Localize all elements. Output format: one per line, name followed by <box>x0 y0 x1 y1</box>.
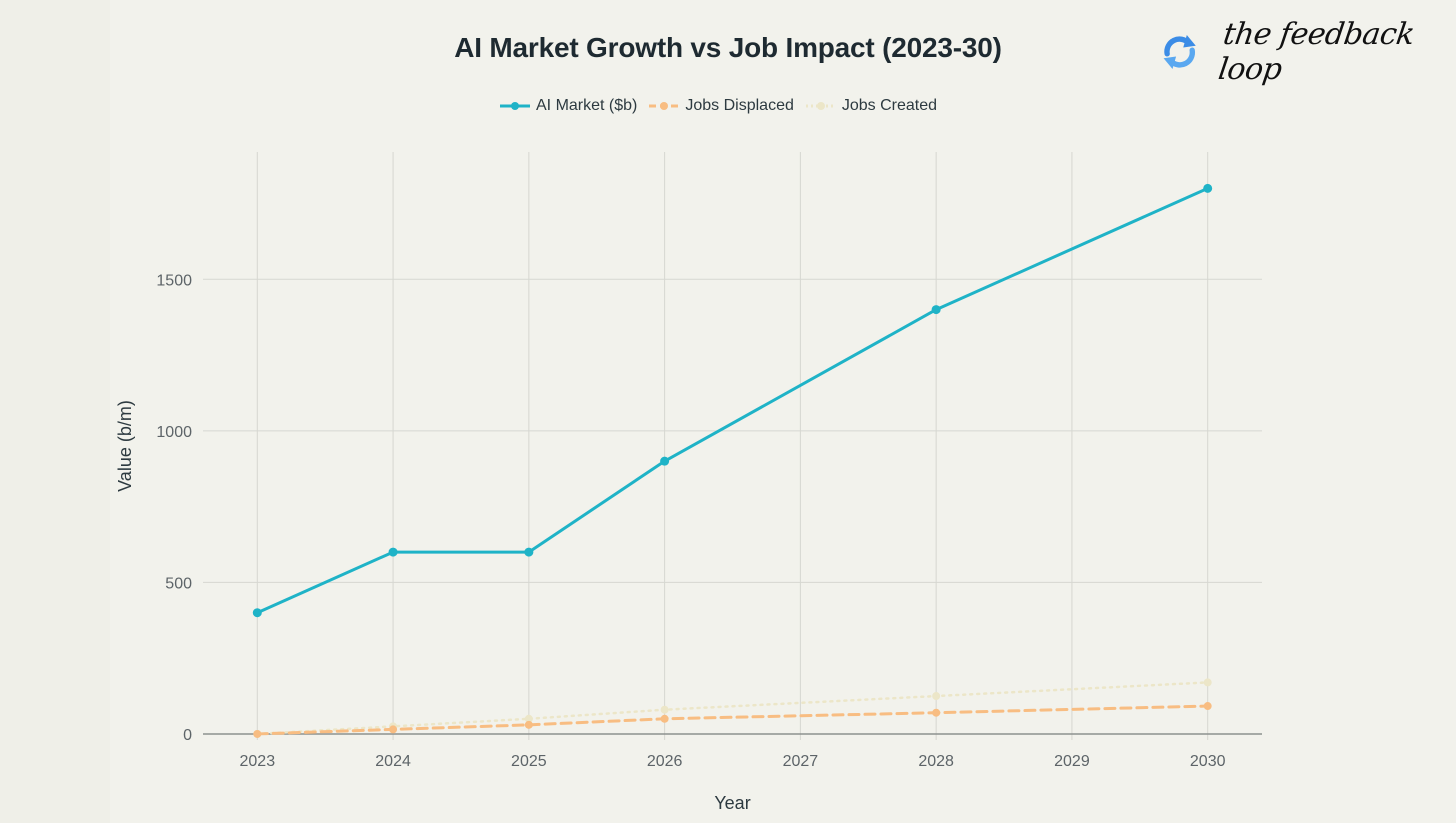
y-axis-title: Value (b/m) <box>115 400 135 492</box>
left-margin-strip <box>0 0 110 823</box>
data-point-jobs-displaced-2024 <box>389 725 398 734</box>
data-point-jobs-displaced-2028 <box>932 708 941 717</box>
legend-item-jobs-displaced[interactable]: Jobs Displaced <box>649 97 794 115</box>
x-tick-label-2024: 2024 <box>375 753 411 770</box>
data-point-jobs-displaced-2023 <box>253 729 262 738</box>
legend-item-jobs-created[interactable]: Jobs Created <box>805 97 938 115</box>
data-point-ai-market-b-2028 <box>931 305 941 315</box>
data-point-jobs-displaced-2030 <box>1203 702 1212 711</box>
chart-title: AI Market Growth vs Job Impact (2023-30) <box>454 32 1002 63</box>
y-tick-label-1500: 1500 <box>156 272 192 289</box>
x-tick-label-2029: 2029 <box>1054 753 1090 770</box>
legend-swatch-jobs-displaced <box>649 102 680 110</box>
y-tick-label-0: 0 <box>183 727 192 744</box>
refresh-loop-icon <box>1163 35 1196 69</box>
legend-swatch-jobs-created <box>805 102 836 110</box>
y-tick-label-500: 500 <box>165 575 192 592</box>
data-point-jobs-created-2025 <box>524 714 533 723</box>
legend-label-ai-market: AI Market ($b) <box>536 97 638 114</box>
x-axis-title: Year <box>714 793 750 813</box>
data-point-ai-market-b-2024 <box>388 547 398 557</box>
data-point-jobs-created-2030 <box>1203 678 1212 687</box>
data-point-jobs-created-2028 <box>932 692 941 701</box>
legend-label-jobs-created: Jobs Created <box>841 97 938 114</box>
x-tick-label-2025: 2025 <box>511 753 547 770</box>
data-point-jobs-displaced-2025 <box>524 720 533 729</box>
data-point-ai-market-b-2025 <box>524 547 534 557</box>
series-line-ai-market-b <box>255 186 1210 615</box>
legend-item-ai-market[interactable]: AI Market ($b) <box>500 97 637 115</box>
series-line-jobs-created <box>256 681 1209 736</box>
x-tick-label-2026: 2026 <box>647 753 683 770</box>
series-line-jobs-displaced <box>255 704 1210 736</box>
data-point-ai-market-b-2026 <box>660 456 670 466</box>
data-point-ai-market-b-2030 <box>1203 183 1213 193</box>
data-point-jobs-displaced-2026 <box>660 714 669 723</box>
y-tick-label-1000: 1000 <box>156 424 192 441</box>
data-point-jobs-created-2026 <box>660 705 669 714</box>
x-tick-label-2023: 2023 <box>240 753 276 770</box>
legend-swatch-ai-market <box>500 102 530 110</box>
x-tick-label-2027: 2027 <box>783 753 819 770</box>
x-tick-label-2028: 2028 <box>918 753 954 770</box>
legend-label-jobs-displaced: Jobs Displaced <box>685 97 794 114</box>
x-tick-label-2030: 2030 <box>1190 753 1226 770</box>
chart-legend: AI Market ($b) Jobs Displaced Jobs Creat… <box>500 96 937 116</box>
data-point-ai-market-b-2023 <box>252 608 262 618</box>
brand-logo: the feedback loop <box>1160 17 1456 87</box>
